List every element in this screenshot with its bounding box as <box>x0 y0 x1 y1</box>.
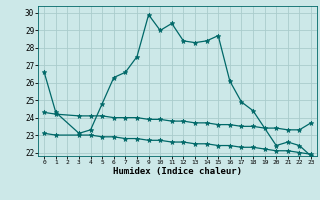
X-axis label: Humidex (Indice chaleur): Humidex (Indice chaleur) <box>113 167 242 176</box>
